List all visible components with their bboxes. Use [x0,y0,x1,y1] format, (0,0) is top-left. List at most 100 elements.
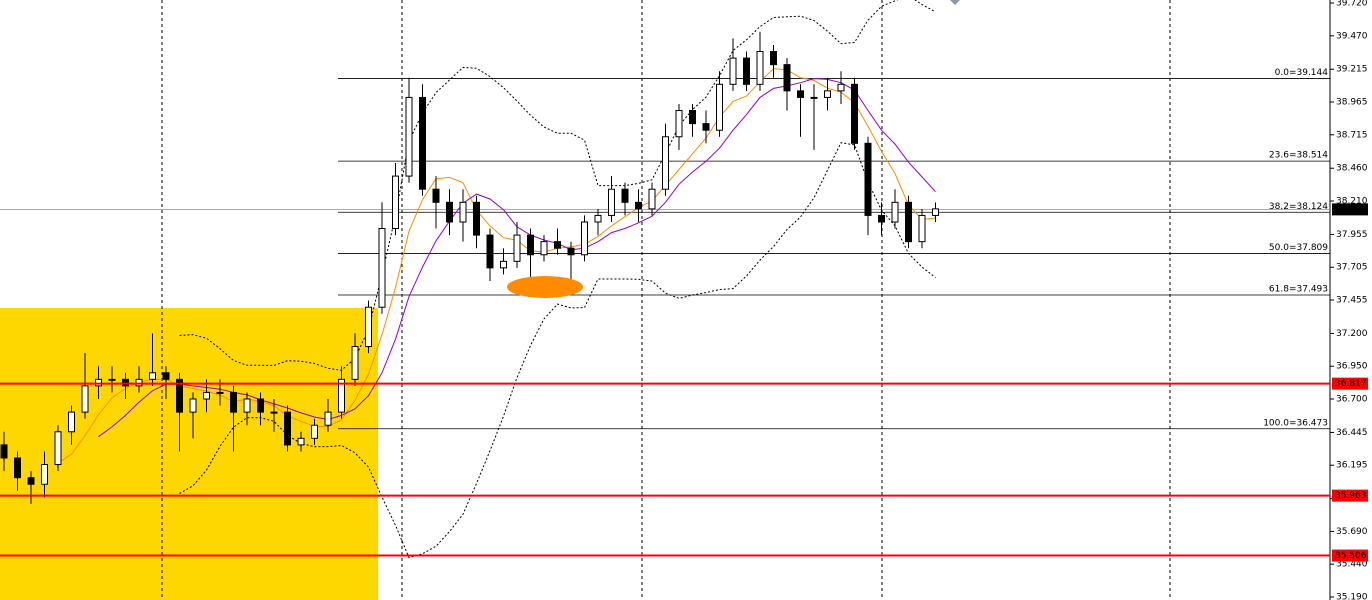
candle-body [81,385,89,413]
candle-body [891,201,899,223]
candle-body [567,247,575,256]
bollinger-lower [179,142,936,559]
candle-body [743,57,750,85]
y-tick-label: 38.460 [1336,164,1368,174]
candle-body [203,391,210,400]
candle-body [932,208,939,216]
fib-label: 38.2=38.124 [1269,202,1328,212]
y-tick-label: 37.705 [1336,263,1368,273]
fib-label: 23.6=38.514 [1269,151,1328,161]
candle-body [905,201,912,243]
fib-label: 50.0=37.809 [1269,243,1328,253]
candle-body [216,391,224,394]
marker-icon [950,0,960,5]
candle-body [675,110,683,138]
candle-body [689,110,696,125]
candle-body [189,398,197,413]
candle-body [230,391,237,413]
highlight-zone [0,308,378,600]
candle-body [95,378,102,387]
candle-body [324,411,332,426]
candle-body [378,228,386,308]
candle-body [149,372,156,380]
candle-body [878,214,885,223]
candle-body [851,83,858,144]
price-label-box [1332,489,1368,502]
candle-body [68,411,75,433]
candle-body [797,90,804,98]
candle-body [756,51,764,85]
candle-body [338,378,345,413]
candle-body [486,234,494,269]
candle-body [297,437,305,446]
candle-body [243,398,251,413]
candle-body [810,96,818,99]
y-tick-label: 36.445 [1336,428,1368,438]
y-tick-label: 36.195 [1336,461,1368,471]
candle-body [432,188,440,203]
vertical-grid [161,0,1171,600]
candle-body [594,214,602,223]
candle-body [527,234,534,256]
candle-body [284,411,291,446]
candle-body [918,214,926,243]
price-label: 35.963 [1335,491,1367,501]
fib-label: 61.8=37.493 [1269,285,1328,295]
candle-body [162,372,170,380]
y-tick-label: 37.200 [1336,329,1368,339]
y-tick-label: 35.190 [1336,592,1368,600]
candle-body [392,175,399,230]
candle-body [540,241,548,256]
candle-body [621,188,629,203]
fib-label: 0.0=39.144 [1275,68,1329,78]
y-tick-label: 38.210 [1336,197,1368,207]
y-tick-label: 39.215 [1336,65,1368,75]
highlight-ellipse [507,276,583,298]
y-tick-label: 35.440 [1336,560,1368,570]
candle-body [311,424,318,439]
price-label: 36.817 [1335,379,1367,389]
price-label: 35.506 [1335,551,1367,561]
candle-body [500,260,507,269]
candle-body [135,378,143,387]
candle-body [729,57,737,85]
y-tick-label: 38.715 [1336,130,1368,140]
candle-body [176,378,183,413]
candle-body [581,221,588,256]
candle-body [122,378,129,387]
current-price-box [1332,203,1368,216]
candle-body [662,136,669,190]
candle-body [459,201,467,223]
candle-body [473,201,480,236]
candle-body [648,188,656,210]
candle-body [54,431,62,466]
candle-body [554,241,561,249]
candle-body [783,64,791,92]
candle-body [270,411,278,414]
candle-body [824,90,831,98]
candle-body [0,444,8,459]
bollinger-upper [179,0,936,371]
candle-body [351,346,359,380]
candle-body [41,464,48,485]
y-tick-label: 38.965 [1336,98,1368,108]
y-tick-label: 37.955 [1336,230,1368,240]
candle-body [14,457,21,479]
y-tick-label: 36.950 [1336,362,1368,372]
candle-body [702,123,710,131]
candle-body [716,83,723,131]
candle-body [635,201,642,210]
candle-body [108,378,116,381]
y-tick-label: 35.690 [1336,527,1368,537]
current-price-label: 38.146 [1335,205,1367,215]
candle-body [864,142,872,216]
candle-body [27,477,35,485]
candle-body [770,51,777,66]
y-tick-label: 37.455 [1336,296,1368,306]
y-tick-label: 39.470 [1336,31,1368,41]
price-label-box [1332,377,1368,390]
fib-label: 100.0=36.473 [1263,418,1328,428]
candle-body [513,234,521,262]
candle-body [405,96,413,177]
